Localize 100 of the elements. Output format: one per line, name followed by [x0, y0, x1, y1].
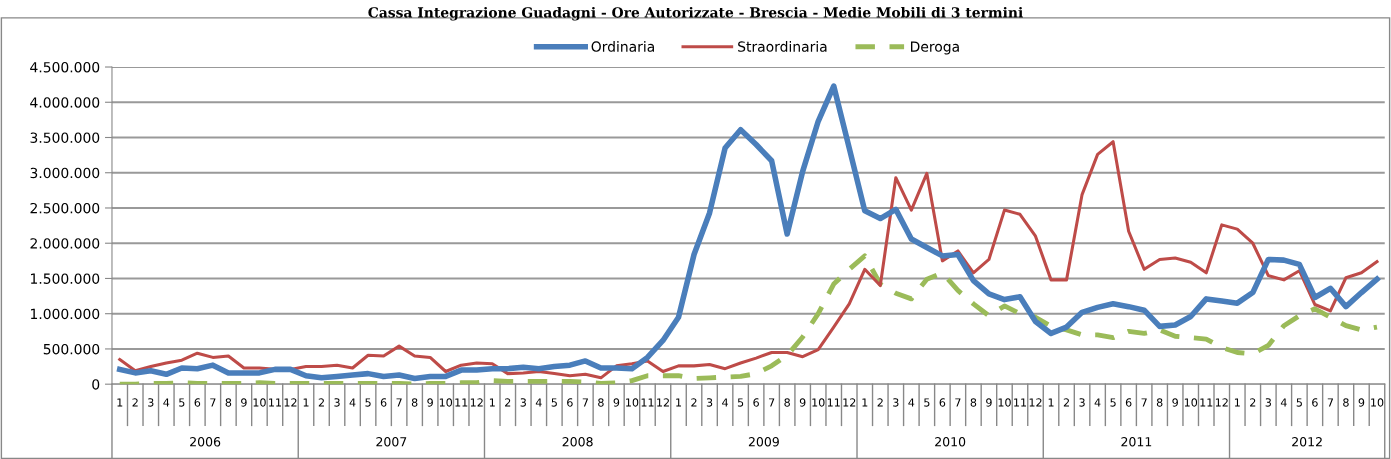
x-tick-label: 10 — [253, 398, 266, 407]
x-tick-label: 6 — [1312, 398, 1318, 407]
text: 2012 — [1292, 437, 1322, 447]
x-tick-label: 1 — [1234, 398, 1240, 407]
x-tick-label: 12 — [470, 398, 483, 407]
x-tick-label: 1 — [676, 398, 682, 407]
x-tick-label: 3 — [706, 398, 713, 407]
x-tick-label: 4 — [163, 398, 170, 407]
text: 2006 — [190, 437, 221, 447]
x-tick-label: 7 — [1141, 398, 1147, 407]
x-tick-label: 11 — [1200, 398, 1213, 407]
x-tick-label: 3 — [334, 398, 340, 407]
x-tick-label: 9 — [613, 398, 620, 407]
legend-label: Straordinaria — [738, 41, 827, 52]
y-tick-label: 4.500.000 — [30, 61, 100, 73]
line-series — [118, 140, 1379, 380]
x-tick-label: 10 — [439, 398, 453, 407]
x-tick-label: 12 — [284, 398, 297, 407]
x-tick-label: 8 — [784, 398, 790, 407]
y-tick-label: 2.500.000 — [30, 202, 100, 214]
x-tick-label: 11 — [269, 398, 281, 407]
text: 2009 — [748, 437, 779, 447]
x-tick-label: 8 — [411, 398, 418, 407]
x-tick-label: 4 — [1094, 398, 1101, 407]
x-tick-label: 11 — [641, 398, 654, 407]
x-tick-label: 9 — [986, 398, 992, 407]
x-tick-label: 7 — [582, 398, 588, 407]
x-tick-label: 5 — [551, 398, 557, 407]
x-tick-label: 2 — [505, 398, 511, 407]
line-series — [117, 253, 1380, 385]
x-tick-label: 4 — [535, 398, 542, 407]
x-tick-label: 3 — [148, 398, 154, 407]
x-tick-label: 9 — [799, 398, 806, 407]
x-tick-label: 12 — [843, 398, 856, 407]
x-tick-label: 7 — [769, 398, 775, 407]
legend-label: Deroga — [911, 41, 959, 55]
x-tick-label: 2 — [1063, 398, 1069, 407]
x-tick-label: 4 — [722, 398, 728, 407]
text: 2010 — [935, 437, 966, 447]
x-tick-label: 6 — [194, 398, 201, 407]
x-tick-label: 4 — [349, 398, 356, 407]
x-tick-label: 6 — [567, 398, 573, 407]
x-tick-label: 2 — [877, 398, 883, 407]
x-tick-label: 2 — [1250, 398, 1256, 407]
x-tick-label: 3 — [1079, 398, 1085, 407]
x-tick-label: 6 — [1125, 398, 1132, 407]
x-tick-label: 8 — [225, 398, 232, 407]
x-tick-label: 10 — [1184, 398, 1198, 407]
x-tick-label: 5 — [737, 398, 744, 407]
x-tick-label: 5 — [179, 398, 185, 407]
x-tick-label: 10 — [1371, 398, 1384, 407]
x-tick-label: 8 — [598, 398, 604, 407]
x-tick-label: 9 — [427, 398, 433, 407]
x-tick-label: 1 — [303, 398, 309, 407]
x-tick-label: 8 — [970, 398, 977, 407]
x-tick-label: 4 — [908, 398, 915, 407]
x-tick-label: 10 — [998, 398, 1011, 407]
text: 2007 — [376, 437, 407, 447]
x-tick-label: 11 — [455, 398, 468, 407]
x-tick-label: 5 — [1296, 398, 1302, 407]
y-tick-label: 500.000 — [43, 343, 100, 355]
y-tick-label: 1.500.000 — [31, 273, 100, 284]
x-tick-label: 3 — [520, 398, 526, 407]
x-tick-label: 3 — [1265, 398, 1271, 407]
text: 2011 — [1121, 437, 1152, 447]
x-tick-label: 7 — [396, 398, 402, 407]
x-tick-label: 12 — [1215, 398, 1228, 407]
x-tick-label: 4 — [1280, 398, 1287, 407]
legend-label: Ordinaria — [591, 41, 654, 52]
x-tick-label: 9 — [1172, 398, 1178, 407]
x-tick-label: 12 — [657, 398, 669, 407]
x-tick-label: 2 — [132, 398, 138, 407]
x-tick-label: 1 — [862, 398, 868, 407]
y-tick-label: 0 — [92, 379, 100, 390]
x-tick-label: 2 — [691, 398, 697, 407]
x-tick-label: 6 — [753, 398, 759, 407]
x-tick-label: 2 — [318, 398, 324, 407]
x-tick-label: 8 — [1156, 398, 1163, 407]
x-tick-label: 5 — [365, 398, 371, 407]
x-tick-label: 6 — [380, 398, 387, 407]
chart-title: Cassa Integrazione Guadagni - Ore Autorizzate - Brescia - Medie Mobili di 3 termini — [368, 6, 1023, 21]
text: 2008 — [562, 437, 593, 447]
y-tick-label: 3.000.000 — [30, 167, 100, 179]
x-tick-label: 5 — [1110, 398, 1116, 407]
x-tick-label: 7 — [955, 398, 961, 407]
x-tick-label: 11 — [827, 398, 840, 407]
x-tick-label: 9 — [1358, 398, 1365, 407]
x-tick-label: 7 — [1327, 398, 1333, 407]
x-tick-label: 10 — [812, 398, 825, 407]
x-tick-label: 3 — [893, 398, 899, 407]
y-tick-label: 1.000.000 — [31, 308, 100, 320]
y-tick-label: 4.000.000 — [30, 97, 100, 108]
x-tick-label: 12 — [1029, 398, 1042, 407]
x-tick-label: 6 — [939, 398, 946, 407]
x-tick-label: 1 — [117, 398, 123, 407]
x-tick-label: 5 — [924, 398, 930, 407]
x-tick-label: 7 — [210, 398, 216, 407]
x-tick-label: 10 — [626, 398, 639, 407]
y-tick-label: 3.500.000 — [30, 132, 100, 143]
y-tick-label: 2.000.000 — [30, 238, 100, 249]
